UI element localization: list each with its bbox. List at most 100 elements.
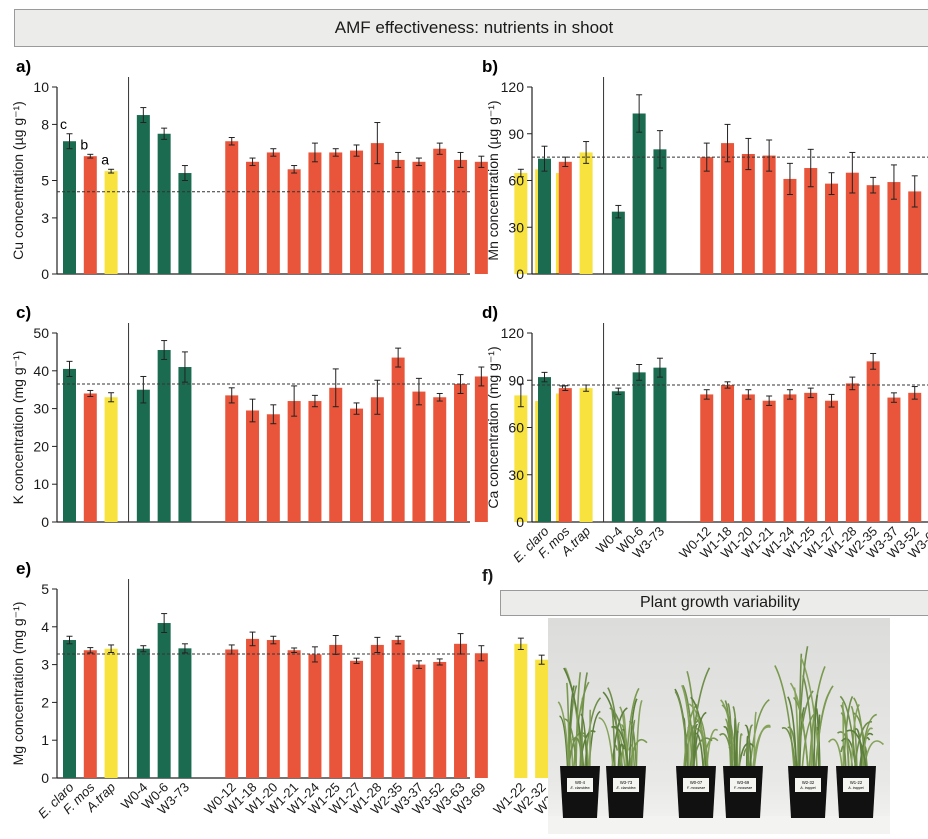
bar [308,401,322,522]
bar [350,150,364,274]
y-tick-label: 120 [501,79,525,95]
bar [632,113,646,274]
y-tick-label: 4 [41,619,49,635]
bar [246,410,260,522]
panel-f-letter: f) [482,566,494,585]
bar [908,191,922,274]
bar [866,185,880,274]
bar [887,397,901,522]
bar [538,377,551,522]
bar [908,392,922,522]
y-axis-label: Ca concentration (mg g⁻¹) [485,346,501,508]
y-tick-label: 1 [41,732,49,748]
bar [329,644,343,778]
bar [825,183,839,274]
bar [370,644,384,778]
bar [721,384,735,522]
significance-letter: b [80,136,88,152]
bar [535,659,549,778]
bar [721,143,735,274]
bar [804,392,818,522]
bar [63,368,76,522]
panel-letter: d) [482,303,498,322]
bar [178,173,192,274]
y-axis-label: Cu concentration (µg g⁻¹) [10,101,26,260]
bar [474,376,488,522]
bar [474,161,488,274]
photo-panel-title: Plant growth variability [639,594,801,611]
bar [783,178,797,274]
bar [157,133,171,274]
y-tick-label: 120 [501,325,525,341]
bar [700,157,714,274]
y-tick-label: 30 [508,467,524,483]
bar [350,408,364,522]
bar [287,401,301,522]
y-tick-label: 0 [41,514,49,530]
bar [308,654,322,778]
bar [514,395,528,522]
bar [474,653,488,778]
bar [136,648,150,778]
bar [246,638,260,778]
bar [741,394,755,522]
y-tick-label: 90 [508,126,524,142]
bar [611,211,625,274]
bar [391,640,405,778]
plant-pot: W3-73E. claroidea [598,687,648,818]
bar [157,350,171,522]
bar [454,643,468,778]
y-tick-label: 10 [33,79,49,95]
plant-pot: W3-69F. mosseae [719,698,771,818]
y-axis-label: Mg concentration (mg g⁻¹) [10,602,26,766]
bar [157,623,171,778]
bar [83,156,97,274]
bar [370,143,384,274]
bar [412,664,426,778]
bar [558,388,572,522]
header-title: AMF effectiveness: nutrients in shoot [334,18,614,37]
bar [246,161,260,274]
y-tick-label: 60 [508,173,524,189]
bar [83,650,97,778]
bar [225,649,239,778]
bar [741,154,755,274]
bar [433,397,447,522]
y-axis-label: K concentration (mg g⁻¹) [10,351,26,505]
y-tick-label: 50 [33,325,49,341]
bar [514,173,528,274]
bar [178,367,192,522]
bar [104,648,118,778]
bar [653,149,667,274]
plant-pot: W0-4E. claroidea [557,667,602,818]
y-tick-label: 0 [41,266,49,282]
significance-letter: a [101,151,109,167]
panel-letter: a) [16,57,31,76]
pot-label-id: W1-22 [850,780,863,785]
bar [329,152,343,274]
y-tick-label: 90 [508,372,524,388]
pot-label-species: A. trappei [847,786,864,790]
bar [83,393,97,522]
bar [433,148,447,274]
bar [845,383,859,522]
y-tick-label: 30 [508,219,524,235]
bar [63,141,76,274]
bar [579,388,593,522]
y-tick-label: 0 [516,266,524,282]
photo-panel-banner: Plant growth variability [500,590,928,616]
pot-label-species: F. mosseae [687,786,705,790]
y-tick-label: 0 [516,514,524,530]
bar [804,168,818,274]
pot-label-species: E. claroidea [571,786,590,790]
bar [104,397,118,522]
pot-label-species: F. mosseae [734,786,752,790]
bar [63,640,76,778]
bar [558,161,572,274]
bar [538,158,551,274]
bar [178,648,192,778]
panel-letter: b) [482,57,498,76]
bar [266,640,280,778]
